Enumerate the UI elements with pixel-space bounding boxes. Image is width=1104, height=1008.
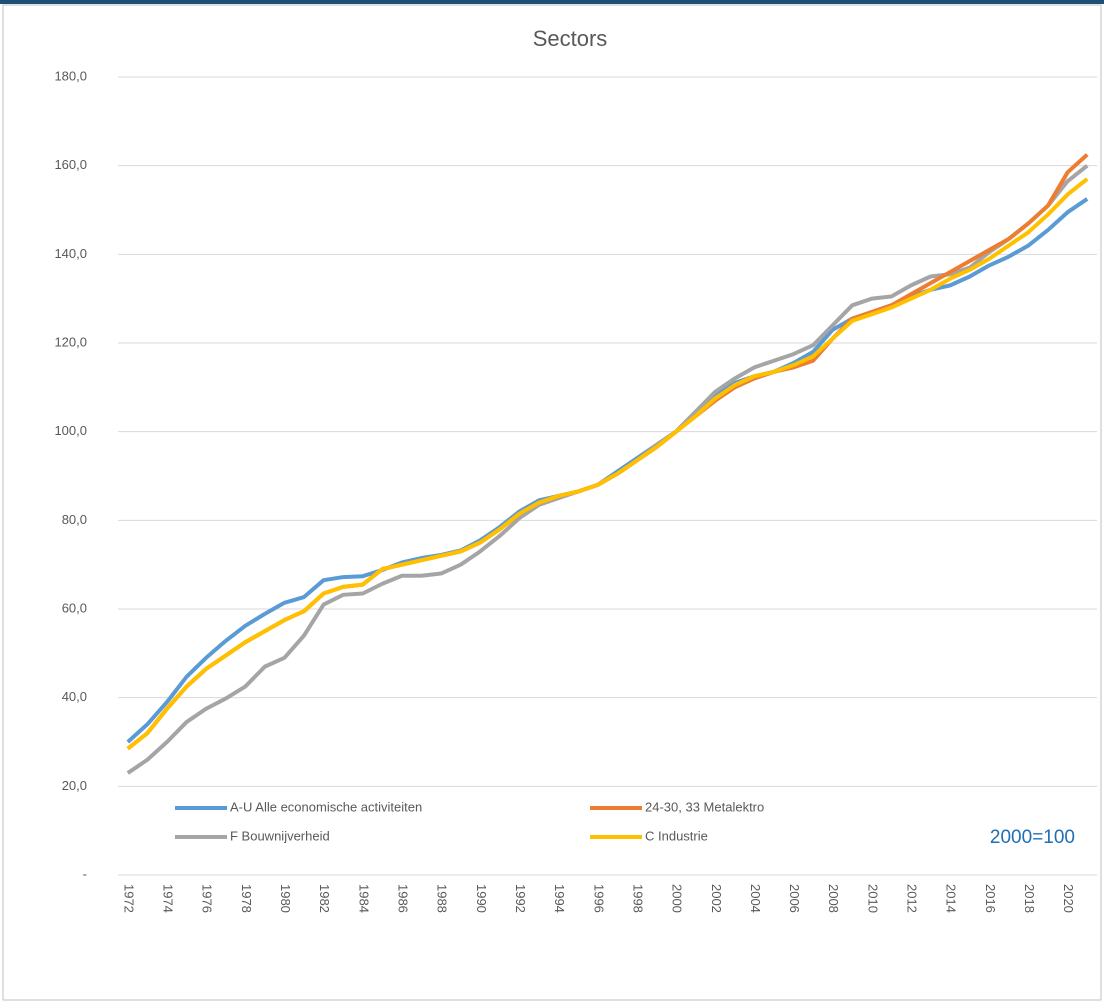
- x-tick-label: 2006: [787, 884, 802, 913]
- x-tick-label: 1996: [591, 884, 606, 913]
- y-tick-label: 100,0: [54, 423, 87, 438]
- top-border: [0, 0, 1104, 4]
- x-tick-label: 1978: [239, 884, 254, 913]
- x-tick-label: 1976: [200, 884, 215, 913]
- x-tick-label: 1990: [474, 884, 489, 913]
- x-tick-label: 2020: [1061, 884, 1076, 913]
- y-tick-label: 60,0: [62, 600, 87, 615]
- y-tick-label: 120,0: [54, 334, 87, 349]
- x-tick-label: 2012: [905, 884, 920, 913]
- x-tick-label: 1974: [161, 884, 176, 913]
- x-tick-label: 2014: [944, 884, 959, 913]
- x-tick-label: 1992: [513, 884, 528, 913]
- x-tick-label: 2018: [1022, 884, 1037, 913]
- x-tick-label: 1986: [395, 884, 410, 913]
- y-tick-label: 20,0: [62, 778, 87, 793]
- series-line: [126, 153, 1089, 751]
- series-line: [126, 164, 1089, 775]
- x-tick-label: 1982: [317, 884, 332, 913]
- x-tick-label: 1972: [121, 884, 136, 913]
- annotation: 2000=100: [990, 827, 1075, 848]
- x-tick-label: 1994: [552, 884, 567, 913]
- x-tick-label: 2002: [709, 884, 724, 913]
- x-tick-label: 1988: [435, 884, 450, 913]
- x-tick-label: 1998: [630, 884, 645, 913]
- x-tick-label: 1984: [356, 884, 371, 913]
- x-tick-label: 1980: [278, 884, 293, 913]
- frame: [2, 4, 1102, 1001]
- y-tick-label: 40,0: [62, 689, 87, 704]
- y-tick-label: 80,0: [62, 512, 87, 527]
- legend-label: A-U Alle economische activiteiten: [230, 799, 422, 814]
- y-tick-label: -: [83, 866, 87, 881]
- x-tick-label: 2000: [670, 884, 685, 913]
- y-tick-label: 160,0: [54, 157, 87, 172]
- x-tick-label: 2016: [983, 884, 998, 913]
- x-tick-label: 2004: [748, 884, 763, 913]
- chart-title: Sectors: [533, 26, 608, 51]
- x-tick-label: 2008: [826, 884, 841, 913]
- legend-label: 24-30, 33 Metalektro: [645, 799, 764, 814]
- legend-label: C Industrie: [645, 828, 708, 843]
- y-tick-label: 140,0: [54, 246, 87, 261]
- x-tick-label: 2010: [865, 884, 880, 913]
- legend-label: F Bouwnijverheid: [230, 828, 330, 843]
- y-tick-label: 180,0: [54, 68, 87, 83]
- series-line: [126, 177, 1089, 751]
